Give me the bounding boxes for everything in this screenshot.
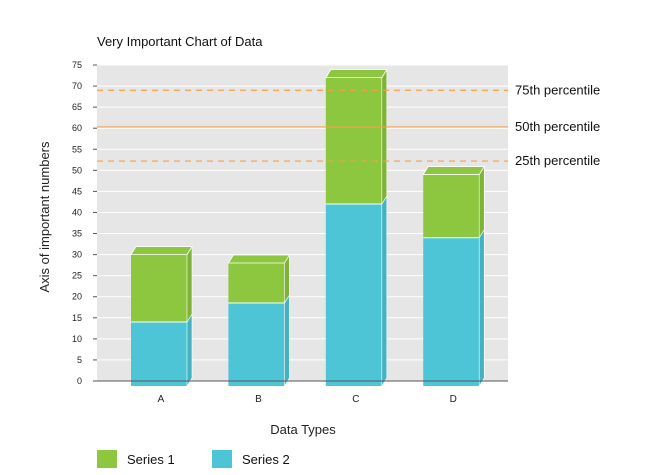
bar-top-face xyxy=(325,69,388,79)
bar-B-series-1 xyxy=(227,253,291,305)
y-tick-label: 30 xyxy=(72,250,82,260)
y-tick-label: 10 xyxy=(72,334,82,344)
x-category-label: B xyxy=(255,394,262,405)
bar-D-series-1 xyxy=(422,165,485,239)
bar-top-face xyxy=(422,166,485,175)
y-tick-label: 25 xyxy=(72,271,82,281)
bar-top-face xyxy=(227,254,291,264)
x-category-label: C xyxy=(352,394,359,405)
bar-side-face xyxy=(478,165,485,239)
y-tick-label: 5 xyxy=(77,355,82,365)
y-tick-label: 55 xyxy=(72,144,82,154)
reference-lines: 75th percentile 50th percentile 25th perce… xyxy=(97,82,600,168)
bar-top-face xyxy=(130,246,193,256)
y-tick-label: 45 xyxy=(72,186,82,196)
bar-D-series-2 xyxy=(423,228,485,388)
y-tick-label: 75 xyxy=(72,60,82,70)
bar-C-series-1 xyxy=(325,68,388,206)
legend-label: Series 1 xyxy=(127,452,175,467)
bar-side-face xyxy=(381,194,388,388)
y-tick-label: 0 xyxy=(77,376,82,386)
y-tick-label: 35 xyxy=(72,229,82,239)
bar-side-face xyxy=(284,294,290,388)
bar-front-face xyxy=(423,237,480,386)
bar-front-face xyxy=(228,263,285,304)
x-axis-label: Data Types xyxy=(270,422,336,437)
bar-side-face xyxy=(186,245,193,324)
x-axis-categories: A B C D xyxy=(158,394,457,405)
bar-front-face xyxy=(131,254,187,323)
bar-front-face xyxy=(325,204,382,386)
legend-swatch xyxy=(97,450,117,468)
chart-title: Very Important Chart of Data xyxy=(97,34,263,49)
x-category-label: A xyxy=(158,394,165,405)
bars xyxy=(130,68,485,388)
y-tick-label: 60 xyxy=(72,123,82,133)
x-category-label: D xyxy=(450,394,457,405)
reference-line-label: 25th percentile xyxy=(515,153,600,168)
bar-C-series-2 xyxy=(325,194,388,388)
legend: Series 1 Series 2 xyxy=(97,450,290,468)
y-tick-label: 50 xyxy=(72,165,82,175)
y-tick-label: 15 xyxy=(72,313,82,323)
reference-line-label: 50th percentile xyxy=(515,119,600,134)
y-tick-label: 40 xyxy=(72,207,82,217)
bar-front-face xyxy=(325,77,382,205)
bar-front-face xyxy=(228,303,285,386)
y-tick-label: 20 xyxy=(72,292,82,302)
bar-B-series-2 xyxy=(228,294,290,388)
legend-label: Series 2 xyxy=(242,452,290,467)
bar-front-face xyxy=(131,322,187,386)
y-tick-label: 70 xyxy=(72,81,82,91)
bar-side-face xyxy=(478,228,485,388)
y-axis-label: Axis of important numbers xyxy=(37,141,52,293)
legend-swatch xyxy=(212,450,232,468)
bar-side-face xyxy=(186,312,193,388)
reference-line-label: 75th percentile xyxy=(515,82,600,97)
bar-front-face xyxy=(423,174,480,238)
y-tick-label: 65 xyxy=(72,102,82,112)
bar-A-series-1 xyxy=(130,245,193,324)
y-axis-ticks: 0 5 10 15 20 25 30 35 40 45 50 55 60 65 70 75 xyxy=(72,60,97,386)
bar-A-series-2 xyxy=(131,312,193,388)
